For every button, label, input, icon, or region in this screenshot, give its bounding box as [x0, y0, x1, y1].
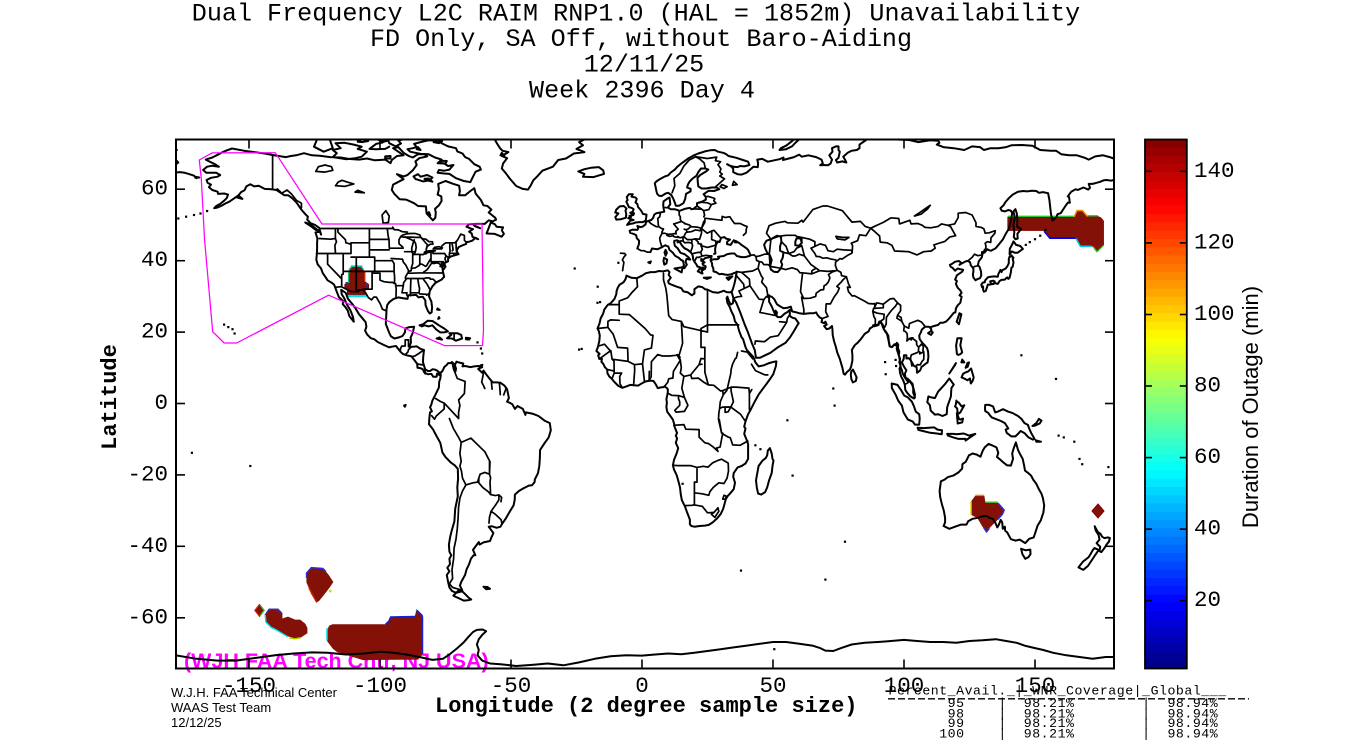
svg-text:Week 2396 Day 4: Week 2396 Day 4 [529, 77, 755, 106]
svg-text:98 | 98.21% | 98.9: 98 | 98.21% | 98.94% [889, 706, 1219, 721]
svg-text:-40: -40 [127, 533, 168, 559]
svg-text:60: 60 [141, 176, 168, 202]
svg-text:Percent_Avail._|_WNR_Coverage|: Percent_Avail._|_WNR_Coverage|_Global___ [889, 683, 1227, 698]
svg-text:-60: -60 [127, 604, 168, 630]
svg-text:Latitude: Latitude [98, 344, 123, 450]
svg-text:12/12/25: 12/12/25 [171, 715, 222, 730]
svg-text:140: 140 [1194, 158, 1235, 184]
svg-text:20: 20 [141, 319, 168, 345]
svg-text:95 | 98.21% | 98.9: 95 | 98.21% | 98.94% [889, 696, 1219, 711]
svg-text:12/11/25: 12/11/25 [584, 51, 704, 80]
svg-text:40: 40 [141, 247, 168, 273]
svg-text:Longitude (2 degree sample siz: Longitude (2 degree sample size) [435, 694, 857, 719]
svg-text:99 | 98.21% | 98.9: 99 | 98.21% | 98.94% [889, 716, 1219, 731]
svg-text:FD Only, SA Off, without Baro-: FD Only, SA Off, without Baro-Aiding [370, 25, 912, 54]
svg-text:100 | 98.21% | 98.: 100 | 98.21% | 98.94% [889, 726, 1219, 741]
svg-text:120: 120 [1194, 229, 1235, 255]
svg-text:0: 0 [154, 390, 168, 416]
svg-text:40: 40 [1194, 516, 1221, 542]
svg-text:50: 50 [759, 673, 786, 699]
svg-text:WAAS Test Team: WAAS Test Team [171, 700, 271, 715]
svg-text:-100: -100 [353, 673, 407, 699]
svg-text:150: 150 [1015, 673, 1056, 699]
svg-text:60: 60 [1194, 444, 1221, 470]
svg-text:-20: -20 [127, 461, 168, 487]
svg-text:20: 20 [1194, 587, 1221, 613]
svg-text:0: 0 [635, 673, 649, 699]
svg-text:Dual Frequency L2C RAIM RNP1.0: Dual Frequency L2C RAIM RNP1.0 (HAL = 18… [192, 0, 1080, 29]
svg-text:80: 80 [1194, 373, 1221, 399]
svg-text:-150: -150 [222, 673, 276, 699]
svg-text:-50: -50 [491, 673, 532, 699]
svg-text:100: 100 [1194, 301, 1235, 327]
svg-text:100: 100 [884, 673, 925, 699]
svg-text:Duration of Outage (min): Duration of Outage (min) [1238, 286, 1263, 528]
svg-text:W.J.H. FAA Technical Center: W.J.H. FAA Technical Center [171, 685, 338, 700]
